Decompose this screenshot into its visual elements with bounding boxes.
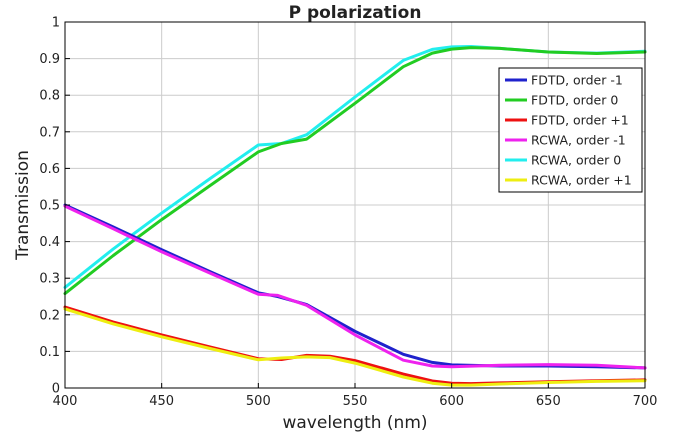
y-tick-label: 0	[52, 382, 60, 397]
y-axis-ticks: 0 0.1 0.2 0.3 0.4 0.5 0.6 0.7 0.8 0.9 1	[39, 16, 70, 397]
legend: FDTD, order -1 FDTD, order 0 FDTD, order +…	[498, 67, 643, 193]
x-tick-label: 700	[633, 394, 658, 409]
x-tick-label: 400	[53, 394, 78, 409]
y-axis-label: Transmission	[13, 150, 33, 261]
x-axis-ticks: 400 450 500 550 600 650 700	[53, 383, 658, 409]
legend-label: FDTD, order -1	[531, 73, 623, 88]
y-tick-label: 0.3	[39, 272, 60, 287]
series-line-rcwa-order-1	[63, 204, 647, 370]
chart-title: P polarization	[289, 3, 422, 23]
legend-label: FDTD, order +1	[531, 113, 629, 128]
y-tick-label: 0.8	[39, 89, 60, 104]
legend-label: RCWA, order 0	[531, 153, 621, 168]
y-tick-label: 0.9	[39, 52, 60, 67]
x-axis-label: wavelength (nm)	[282, 413, 427, 433]
series-line-rcwa-order-1	[63, 307, 647, 387]
legend-label: FDTD, order 0	[531, 93, 618, 108]
x-tick-label: 500	[246, 394, 271, 409]
series-line-fdtd-order-0	[63, 46, 647, 296]
x-tick-label: 650	[536, 394, 561, 409]
x-tick-label: 450	[149, 394, 174, 409]
legend-box	[498, 67, 643, 193]
legend-label: RCWA, order +1	[531, 173, 632, 188]
y-tick-label: 0.2	[39, 308, 60, 323]
x-tick-label: 600	[439, 394, 464, 409]
x-tick-label: 550	[343, 394, 368, 409]
y-tick-label: 0.5	[39, 199, 60, 214]
series-lines	[63, 45, 647, 387]
y-tick-label: 0.4	[39, 235, 60, 250]
y-tick-label: 1	[52, 16, 60, 31]
y-tick-label: 0.7	[39, 125, 60, 140]
legend-label: RCWA, order -1	[531, 133, 626, 148]
y-tick-label: 0.6	[39, 162, 60, 177]
y-tick-label: 0.1	[39, 345, 60, 360]
